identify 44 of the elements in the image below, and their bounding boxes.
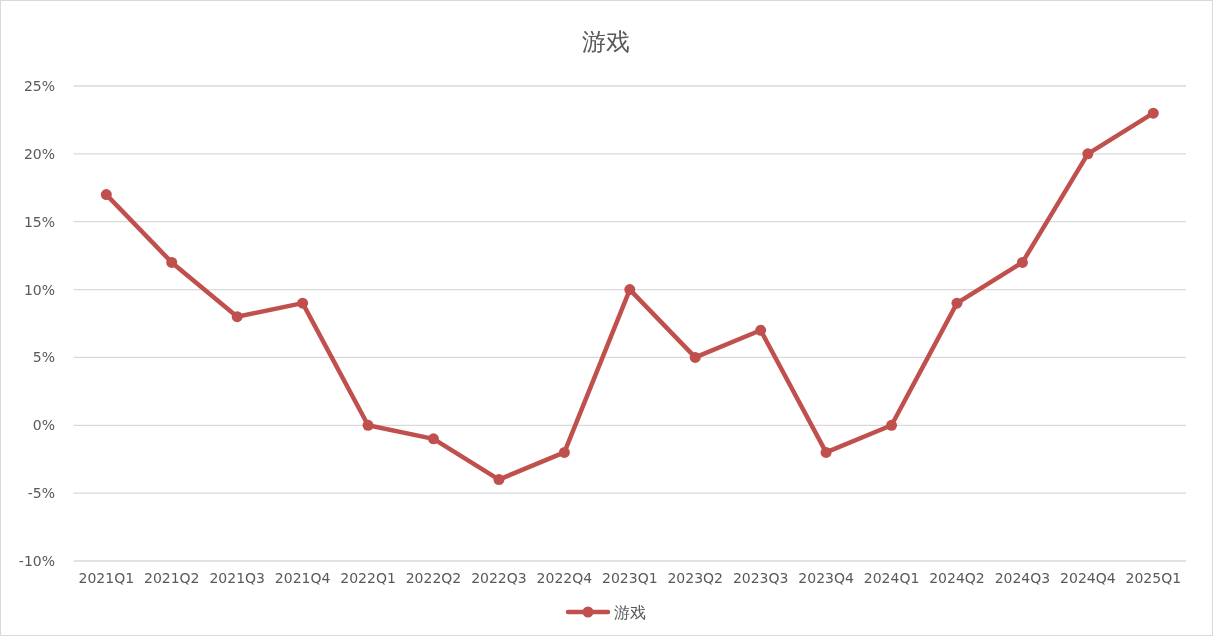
y-tick-label: -10% bbox=[18, 553, 55, 569]
point bbox=[166, 256, 178, 268]
y-tick-label: -5% bbox=[27, 485, 55, 502]
y-tick-label: 5% bbox=[32, 349, 55, 366]
point bbox=[427, 433, 439, 445]
x-tick-label: 2021Q2 bbox=[143, 570, 200, 586]
x-tick-label: 2023Q4 bbox=[798, 570, 854, 586]
point bbox=[1016, 256, 1028, 268]
y-tick-label: 0% bbox=[32, 417, 55, 434]
x-tick-label: 2023Q1 bbox=[602, 570, 658, 586]
x-tick-label: 2023Q2 bbox=[667, 570, 724, 586]
point bbox=[231, 311, 243, 323]
x-tick-label: 2024Q4 bbox=[1060, 570, 1116, 586]
point bbox=[362, 419, 374, 431]
x-tick-label: 2025Q1 bbox=[1125, 570, 1182, 586]
point bbox=[493, 474, 505, 486]
point bbox=[624, 284, 636, 296]
y-tick-label: 10% bbox=[23, 281, 55, 298]
point bbox=[689, 351, 701, 363]
point bbox=[951, 297, 963, 309]
x-tick-label: 2022Q3 bbox=[471, 570, 527, 586]
point bbox=[558, 446, 570, 458]
point bbox=[297, 297, 309, 309]
y-tick-label: 25% bbox=[23, 78, 55, 94]
point bbox=[820, 446, 832, 458]
x-tick-label: 2024Q3 bbox=[994, 570, 1051, 586]
x-tick-label: 2022Q1 bbox=[340, 570, 396, 586]
point bbox=[1147, 107, 1159, 119]
point bbox=[100, 189, 112, 201]
chart-title: 游戏 bbox=[582, 28, 630, 56]
x-tick-label: 2022Q4 bbox=[536, 570, 593, 586]
x-tick-label: 2021Q1 bbox=[78, 570, 135, 586]
x-tick-label: 2022Q2 bbox=[405, 570, 462, 586]
x-tick-label: 2024Q2 bbox=[929, 570, 985, 586]
x-tick-label: 2021Q3 bbox=[209, 570, 265, 586]
x-tick-label: 2024Q1 bbox=[863, 570, 920, 586]
point bbox=[755, 324, 767, 336]
y-tick-label: 20% bbox=[23, 145, 55, 162]
point bbox=[1082, 148, 1094, 160]
x-tick-label: 2023Q3 bbox=[732, 570, 789, 586]
point bbox=[886, 419, 898, 431]
y-tick-label: 15% bbox=[23, 213, 55, 230]
x-tick-label: 2021Q4 bbox=[274, 570, 331, 586]
legend-label: 游戏 bbox=[614, 603, 646, 622]
